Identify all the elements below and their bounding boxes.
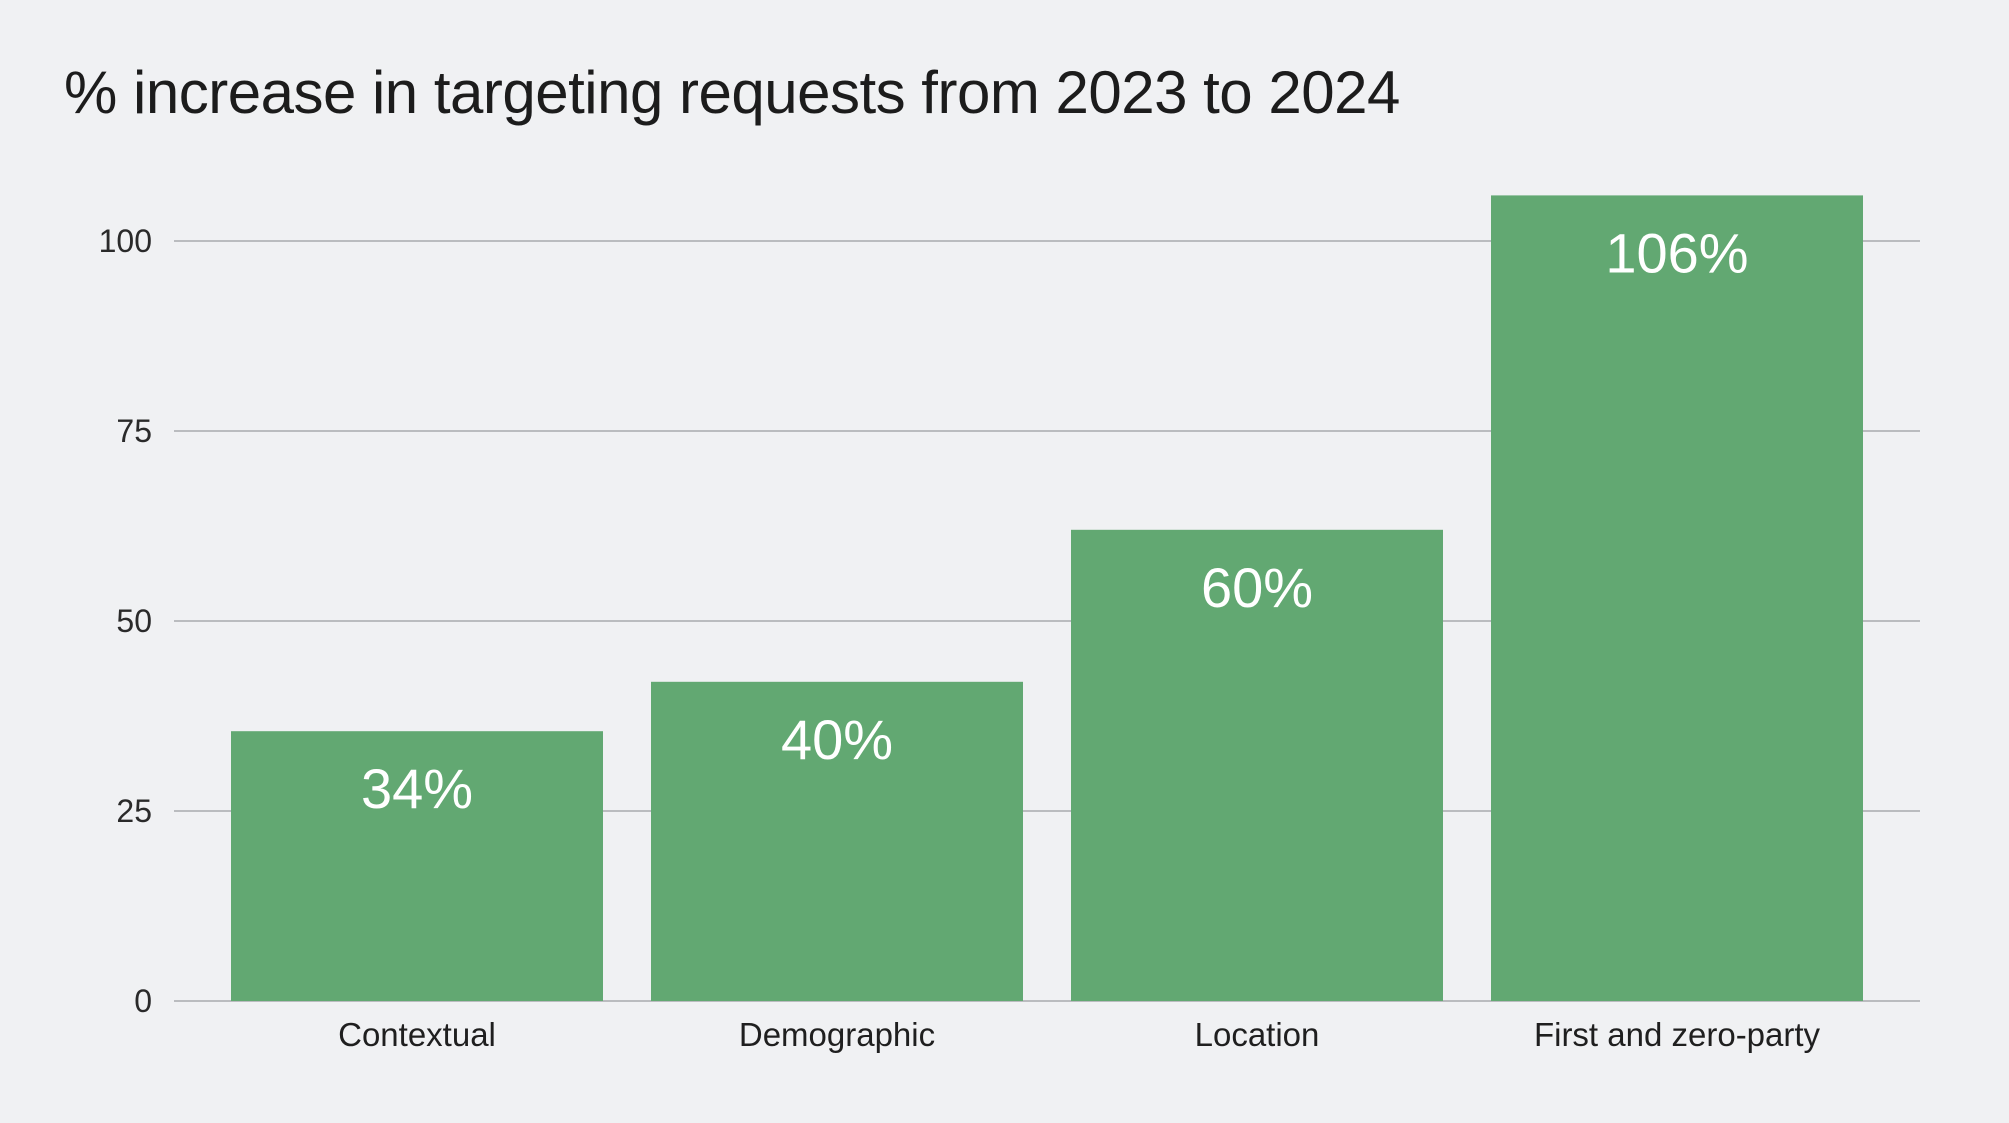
x-category-label: Contextual (338, 1016, 496, 1053)
y-tick-label: 0 (134, 983, 152, 1019)
bar-data-label: 34% (361, 757, 473, 820)
x-axis-labels: Contextual Demographic Location First and z… (338, 1016, 1820, 1053)
y-tick-label: 75 (116, 413, 152, 449)
bar-data-label: 60% (1201, 556, 1313, 619)
x-category-label: First and zero-party (1534, 1016, 1821, 1053)
y-tick-label: 25 (116, 793, 152, 829)
bars: 34% 40% 60% 106% (231, 195, 1863, 1001)
bar-data-label: 40% (781, 708, 893, 771)
x-category-label: Location (1195, 1016, 1320, 1053)
bar (1071, 529, 1443, 1001)
bar-data-label: 106% (1605, 221, 1748, 284)
x-category-label: Demographic (739, 1016, 935, 1053)
y-tick-label: 50 (116, 603, 152, 639)
y-axis-ticks: 0 25 50 75 100 (99, 223, 152, 1019)
y-tick-label: 100 (99, 223, 152, 259)
bar (651, 681, 1023, 1001)
bar (1491, 195, 1863, 1001)
bar (231, 731, 603, 1001)
chart-title: % increase in targeting requests from 20… (64, 59, 1400, 126)
